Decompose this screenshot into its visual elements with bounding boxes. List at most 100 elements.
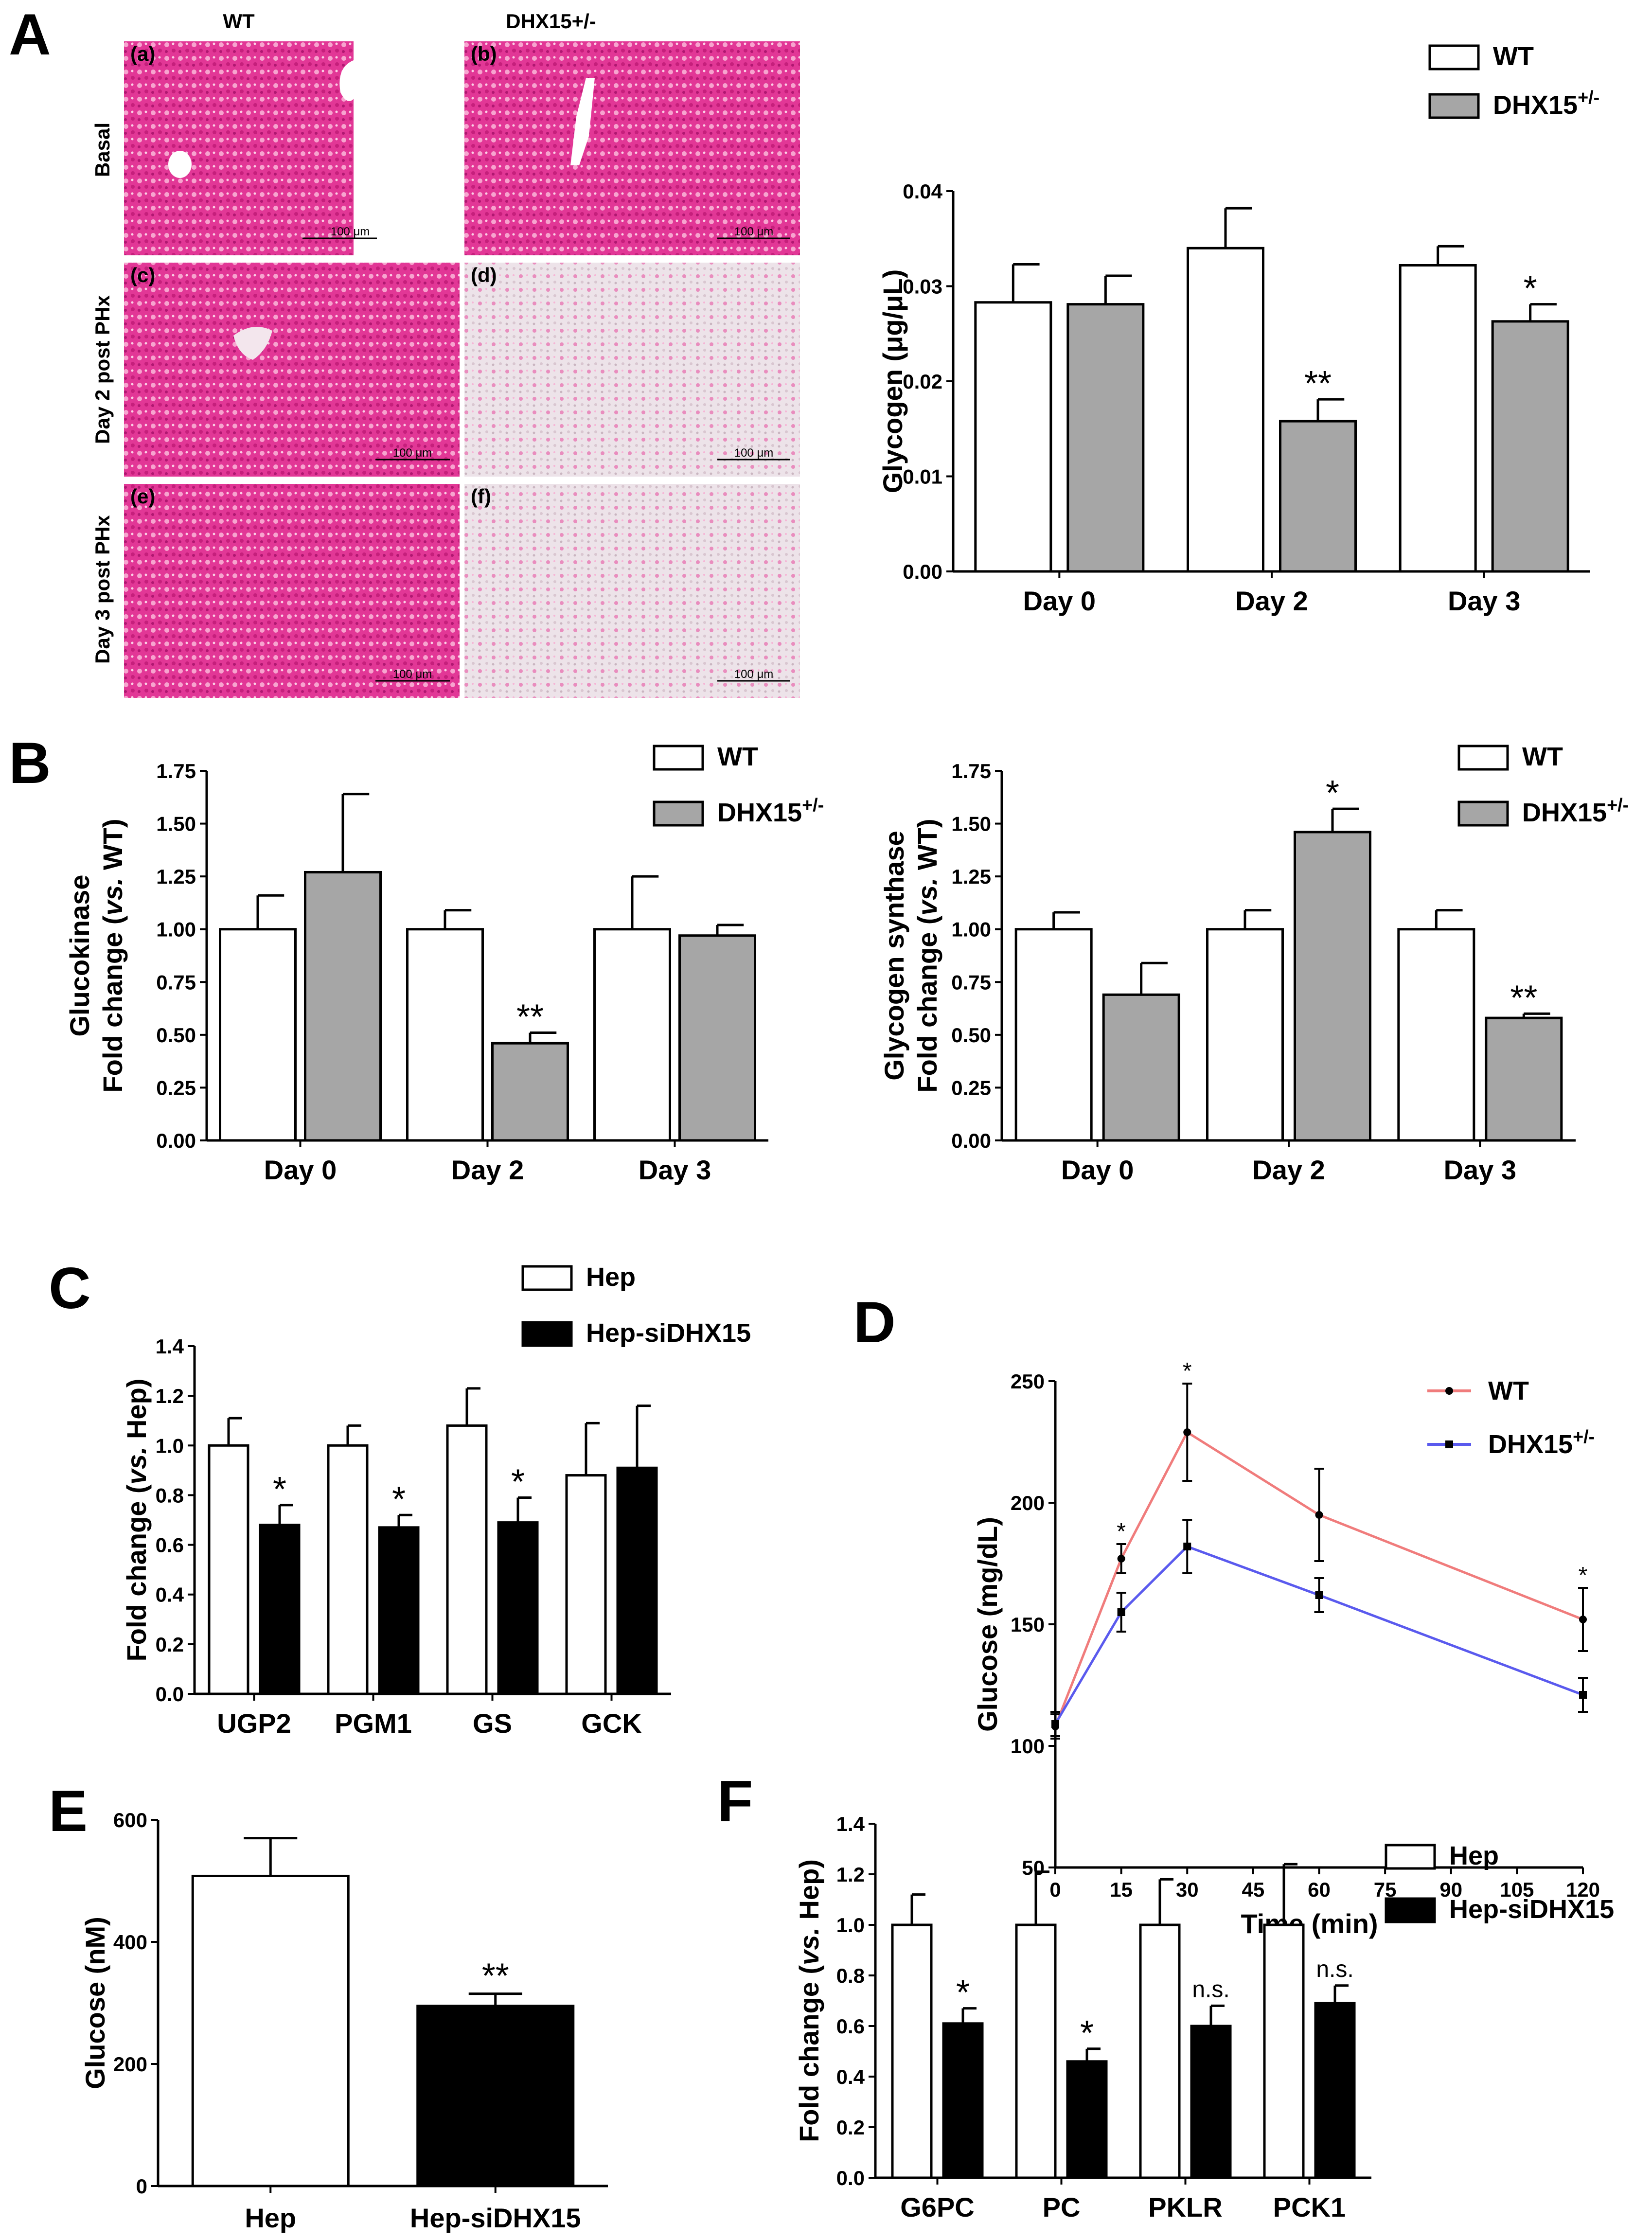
histology-tile-b: (b) 100 μm	[464, 41, 800, 255]
significance-marker: n.s.	[1316, 1956, 1353, 1982]
legend-label: Hep	[586, 1262, 636, 1292]
significance-marker: *	[1524, 269, 1537, 308]
scale-bar-label: 100 μm	[734, 225, 774, 238]
y-tick-label: 0.6	[836, 2015, 865, 2038]
y-tick-label: 400	[113, 1931, 147, 1954]
y-tick-label: 1.2	[156, 1385, 184, 1407]
chart-glucokinase: 0.00 0.25 0.50 0.75 1.00 1.25 1.50 1.75 Glucokin…	[64, 742, 824, 1185]
series-line	[1054, 1545, 1583, 1725]
bar	[616, 1466, 658, 1695]
histology-col-header-het: DHX15+/-	[506, 10, 596, 33]
y-tick-label: 0.4	[156, 1583, 184, 1606]
bar	[1314, 2002, 1356, 2179]
legend-swatch	[1385, 1897, 1436, 1923]
significance-marker: *	[392, 1480, 406, 1519]
y-tick-label: 0.8	[836, 1964, 865, 1987]
y-tick-label: 0.03	[903, 275, 942, 298]
x-tick-label: 120	[1566, 1878, 1600, 1901]
significance-marker: **	[1510, 978, 1537, 1017]
significance-marker: *	[1326, 774, 1339, 813]
panel-label-A: A	[9, 2, 51, 67]
x-tick-label: 90	[1439, 1878, 1462, 1901]
histology-tile-e: (e) 100 μm	[124, 484, 460, 698]
significance-marker: **	[516, 998, 544, 1037]
y-tick-label: 0.00	[903, 560, 942, 583]
chart-gluconeogenic-genes: 0.0 0.2 0.4 0.6 0.8 1.0 1.2 1.4 Fold change (vs.…	[794, 1813, 1614, 2222]
bar	[1015, 1923, 1057, 2179]
y-tick-label: 150	[1011, 1613, 1045, 1636]
histology-tile-a: (a) 100 μm	[124, 41, 377, 255]
significance-marker: *	[956, 1973, 970, 2012]
legend-swatch	[1428, 93, 1480, 119]
x-tick-label: Day 2	[1235, 586, 1308, 616]
data-point	[1315, 1591, 1323, 1599]
bar	[1397, 928, 1475, 1142]
histology-row-label-day3: Day 3 post PHx	[91, 515, 114, 663]
bar	[1066, 2060, 1108, 2179]
y-tick-label: 1.4	[836, 1813, 865, 1835]
panel-label-E: E	[49, 1778, 88, 1844]
y-tick-label: 1.4	[156, 1335, 184, 1358]
x-tick-label: Day 3	[1444, 1155, 1516, 1185]
legend-label: WT	[1488, 1376, 1529, 1405]
y-tick-label: 0.25	[156, 1076, 196, 1099]
legend-label: WT	[1493, 42, 1534, 71]
legend-swatch	[653, 745, 704, 771]
data-point	[1117, 1555, 1125, 1563]
y-axis-title: Fold change (vs. Hep)	[794, 1859, 824, 2142]
histology-tile-f: (f) 100 μm	[464, 484, 800, 698]
y-tick-label: 0.00	[951, 1129, 991, 1152]
chart-glucose-tolerance: 50 100 150 200 250 Glucose (mg/dL) 0 15 30 45 60 75…	[972, 1358, 1600, 1939]
y-tick-label: 200	[1011, 1492, 1045, 1514]
bar	[491, 1042, 569, 1142]
bar	[1399, 264, 1477, 573]
bar	[974, 301, 1052, 573]
x-tick-label: Day 0	[1061, 1155, 1134, 1185]
y-tick-label: 0.01	[903, 465, 942, 488]
significance-marker: *	[1579, 1563, 1588, 1588]
legend-swatch	[653, 800, 704, 827]
y-tick-label: 0.8	[156, 1484, 184, 1507]
legend-label: WT	[1522, 742, 1563, 771]
bar	[593, 928, 671, 1142]
panel-label-D: D	[853, 1290, 896, 1355]
y-tick-label: 100	[1011, 1735, 1045, 1758]
histology-tile-c: (c) 100 μm	[124, 263, 460, 477]
scale-bar-label: 100 μm	[331, 225, 370, 238]
bar	[497, 1521, 539, 1695]
x-tick-label: Day 2	[451, 1155, 524, 1185]
tile-id: (a)	[130, 42, 155, 65]
legend-swatch	[1457, 745, 1509, 771]
bar	[1014, 928, 1093, 1142]
y-tick-label: 0.50	[156, 1024, 196, 1047]
x-tick-label: Hep	[245, 2203, 296, 2233]
vessel-lumen	[570, 78, 595, 165]
x-tick-label: GS	[473, 1708, 512, 1739]
legend-swatch	[1385, 1844, 1436, 1870]
bar	[1206, 928, 1284, 1142]
scale-bar-label: 100 μm	[393, 668, 432, 681]
y-tick-label: 1.0	[836, 1914, 865, 1937]
y-tick-label: 0.50	[951, 1024, 991, 1047]
significance-marker: *	[1117, 1519, 1126, 1545]
vessel-lumen	[339, 58, 364, 101]
significance-marker: **	[482, 1957, 509, 1996]
y-tick-label: 0.2	[836, 2116, 865, 2139]
x-tick-label: 0	[1049, 1878, 1061, 1901]
y-tick-label: 1.25	[156, 865, 196, 888]
bar	[1491, 320, 1569, 573]
bar	[1294, 831, 1371, 1142]
bar	[378, 1526, 420, 1695]
legend-marker	[1445, 1387, 1453, 1395]
bar	[327, 1444, 369, 1695]
data-point	[1117, 1608, 1125, 1616]
x-tick-label: 75	[1374, 1878, 1397, 1901]
histology-row-label-day2: Day 2 post PHx	[91, 295, 114, 444]
y-axis-title: Glycogen synthase	[879, 831, 909, 1081]
tile-id: (f)	[471, 485, 491, 508]
x-tick-label: Day 2	[1252, 1155, 1325, 1185]
bar	[208, 1444, 249, 1695]
histology-grid: WT DHX15+/- Basal Day 2 post PHx Day 3 p…	[91, 10, 800, 698]
y-tick-label: 1.2	[836, 1863, 865, 1886]
